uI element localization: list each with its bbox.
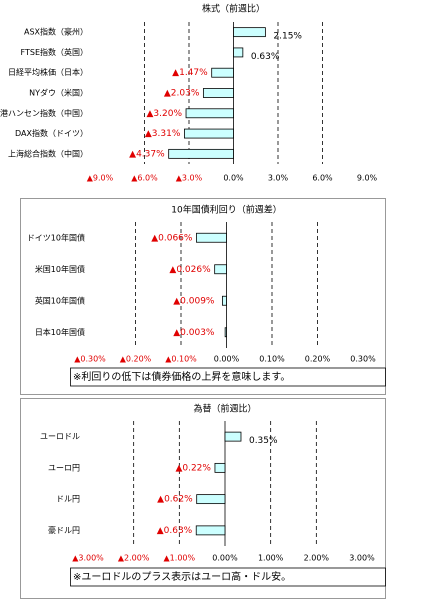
y-tick-label: ドル円 <box>56 495 80 504</box>
chart-title: 株式（前週比） <box>202 3 265 15</box>
value-label: ▲3.20% <box>147 109 183 119</box>
x-tick-label: 1.00% <box>258 554 284 563</box>
x-tick-label: ▲1.00% <box>164 554 196 563</box>
y-tick-label: 上海総合指数（中国） <box>8 148 88 158</box>
bar <box>224 431 242 442</box>
bar <box>202 88 234 98</box>
chart-title: 10年国債利回り（前週差） <box>171 204 281 216</box>
value-label: ▲0.009% <box>173 296 215 306</box>
y-tick-label: NYダウ（米国） <box>29 88 88 98</box>
frame <box>20 398 386 599</box>
value-label: ▲1.47% <box>172 68 208 78</box>
value-label: ▲0.066% <box>151 233 193 243</box>
y-tick-label: 香港ハンセン指数（中国） <box>0 108 88 118</box>
x-tick-label: 0.0% <box>223 174 244 183</box>
value-label: ▲3.31% <box>145 129 181 139</box>
value-label: ▲0.003% <box>173 328 215 338</box>
y-tick-label: 豪ドル円 <box>48 525 80 535</box>
value-label: 2.15% <box>273 32 302 42</box>
chart-title: 為替（前週比） <box>193 403 256 415</box>
x-tick-label: ▲3.00% <box>72 554 104 563</box>
bar <box>224 327 227 338</box>
y-tick-label: ユーロドル <box>40 432 80 441</box>
x-tick-label: 0.00% <box>214 355 240 364</box>
x-tick-label: ▲0.20% <box>120 355 152 364</box>
x-tick-label: 2.00% <box>304 554 330 563</box>
y-tick-label: 日本10年国債 <box>35 327 85 337</box>
x-tick-label: ▲0.30% <box>74 355 106 364</box>
y-tick-label: ユーロ円 <box>48 463 80 472</box>
x-tick-label: ▲9.0% <box>87 174 114 183</box>
value-label: ▲0.62% <box>157 495 193 505</box>
x-tick-label: ▲6.0% <box>131 174 158 183</box>
x-tick-label: 0.00% <box>212 554 238 563</box>
value-label: ▲0.026% <box>169 265 211 275</box>
value-label: 0.63% <box>251 52 280 62</box>
y-tick-label: FTSE指数（英国） <box>21 47 88 57</box>
value-label: ▲4.37% <box>129 149 165 159</box>
value-label: ▲0.22% <box>175 463 211 473</box>
bar <box>214 264 227 275</box>
x-tick-label: 3.0% <box>268 174 289 183</box>
x-tick-label: ▲3.0% <box>176 174 203 183</box>
bar <box>222 295 227 306</box>
x-tick-label: 6.0% <box>312 174 333 183</box>
value-label: ▲0.63% <box>157 526 193 536</box>
x-tick-label: 0.20% <box>305 355 331 364</box>
bar <box>233 47 244 58</box>
y-tick-label: 米国10年国債 <box>35 264 85 274</box>
y-tick-label: 日経平均株価（日本） <box>8 67 88 77</box>
y-tick-label: ドイツ10年国債 <box>27 232 85 242</box>
y-tick-label: 英国10年国債 <box>35 295 85 305</box>
x-tick-label: 0.10% <box>259 355 285 364</box>
value-label: ▲2.03% <box>164 89 200 99</box>
x-tick-label: ▲0.10% <box>165 355 197 364</box>
y-tick-label: ASX指数（豪州） <box>24 27 88 37</box>
bar <box>196 232 227 243</box>
x-tick-label: 0.30% <box>350 355 376 364</box>
bar <box>233 27 266 38</box>
y-tick-label: DAX指数（ドイツ） <box>15 128 88 138</box>
bar <box>168 148 234 159</box>
note: ※利回りの低下は債券価格の上昇を意味します。 <box>73 370 290 383</box>
value-label: 0.35% <box>249 436 278 446</box>
frame <box>20 198 386 395</box>
note: ※ユーロドルのプラス表示はユーロ高・ドル安。 <box>73 570 291 583</box>
bar <box>184 128 234 139</box>
note-box <box>70 367 386 387</box>
bar <box>196 494 226 505</box>
x-tick-label: 9.0% <box>357 174 378 183</box>
x-tick-label: 3.00% <box>349 554 375 563</box>
bar <box>195 525 226 536</box>
x-tick-label: ▲2.00% <box>118 554 150 563</box>
bar <box>185 108 234 119</box>
note-box <box>70 567 386 587</box>
bar <box>211 67 234 78</box>
bar <box>214 462 226 473</box>
